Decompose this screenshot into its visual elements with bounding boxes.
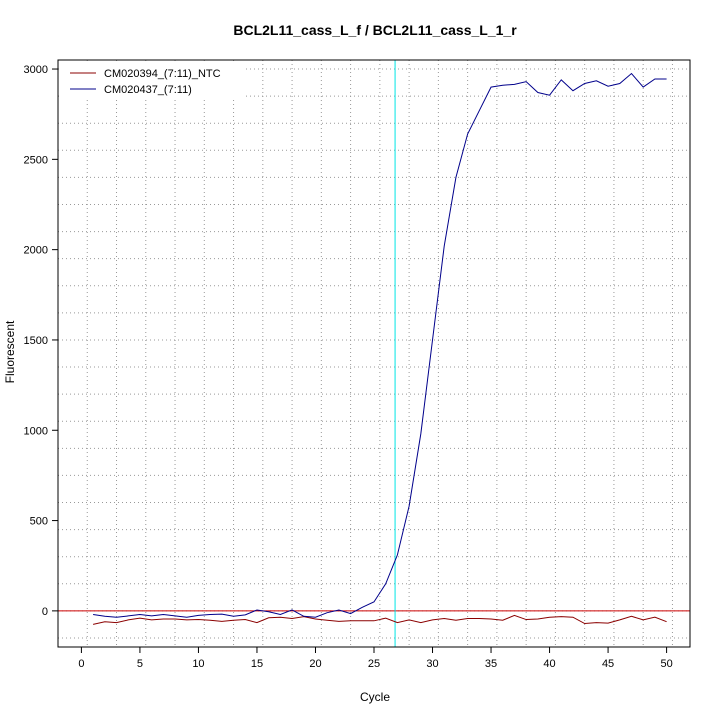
x-axis: 0 5 10 15 20 25 30 35 40 45 50 (78, 647, 673, 670)
y-tick-label: 3000 (24, 64, 48, 76)
x-tick-label: 20 (309, 658, 321, 670)
threshold-lines (58, 60, 690, 647)
series-line-ntc (92, 614, 667, 625)
y-tick-label: 1000 (24, 425, 48, 437)
y-tick-label: 2000 (24, 245, 48, 257)
x-tick-label: 40 (543, 658, 555, 670)
x-tick-label: 25 (368, 658, 380, 670)
x-tick-label: 45 (602, 658, 614, 670)
plot-frame (57, 59, 691, 648)
legend: CM020394_(7:11)_NTC CM020437_(7:11) (62, 61, 244, 99)
x-tick-label: 5 (137, 658, 143, 670)
grid (58, 60, 690, 647)
x-tick-label: 10 (192, 658, 204, 670)
x-tick-label: 35 (485, 658, 497, 670)
x-tick-label: 15 (251, 658, 263, 670)
y-axis-label: Fluorescent (3, 320, 17, 383)
x-tick-label: 0 (78, 658, 84, 670)
x-tick-label: 50 (660, 658, 672, 670)
y-axis: 0 500 1000 1500 2000 2500 3000 (24, 64, 58, 618)
chart-title: BCL2L11_cass_L_f / BCL2L11_cass_L_1_r (233, 22, 517, 38)
series-group (92, 72, 667, 625)
y-tick-label: 1500 (24, 335, 48, 347)
series-line-sample (93, 72, 667, 618)
x-tick-label: 30 (426, 658, 438, 670)
y-tick-label: 2500 (24, 154, 48, 166)
legend-label-ntc: CM020394_(7:11)_NTC (104, 68, 221, 80)
legend-label-sample: CM020437_(7:11) (104, 84, 192, 96)
x-axis-label: Cycle (360, 690, 390, 704)
legend-box (62, 61, 244, 99)
y-tick-label: 500 (30, 516, 48, 528)
y-tick-label: 0 (42, 606, 48, 618)
